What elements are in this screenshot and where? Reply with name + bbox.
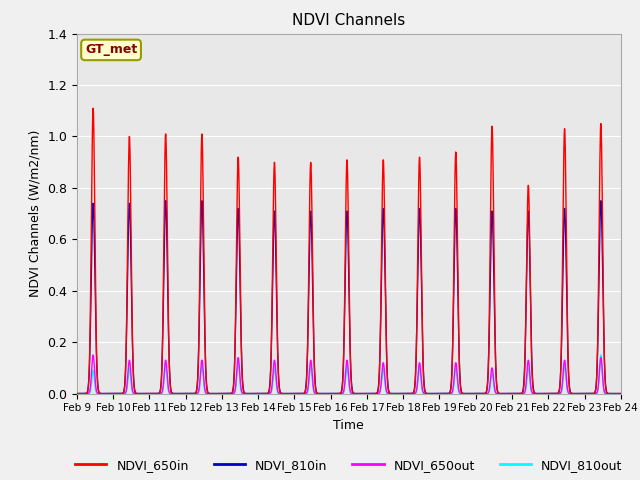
NDVI_810in xyxy=(607,391,614,396)
NDVI_650in xyxy=(282,391,289,396)
Legend: NDVI_650in, NDVI_810in, NDVI_650out, NDVI_810out: NDVI_650in, NDVI_810in, NDVI_650out, NDV… xyxy=(70,454,628,477)
Line: NDVI_650out: NDVI_650out xyxy=(77,355,621,394)
NDVI_810out xyxy=(548,391,556,396)
NDVI_650out xyxy=(168,391,175,396)
NDVI_650out xyxy=(73,391,81,396)
NDVI_810in xyxy=(135,391,143,396)
NDVI_650in xyxy=(168,389,175,395)
NDVI_650in xyxy=(73,391,81,396)
NDVI_810out xyxy=(167,391,175,396)
X-axis label: Time: Time xyxy=(333,419,364,432)
NDVI_650out xyxy=(282,391,289,396)
NDVI_650out xyxy=(607,391,614,396)
NDVI_650out xyxy=(135,391,143,396)
Line: NDVI_810out: NDVI_810out xyxy=(77,355,621,394)
NDVI_650out xyxy=(548,391,556,396)
Line: NDVI_650in: NDVI_650in xyxy=(77,108,621,394)
Line: NDVI_810in: NDVI_810in xyxy=(77,201,621,394)
NDVI_650out xyxy=(305,372,313,378)
NDVI_650in xyxy=(548,391,556,396)
NDVI_650in xyxy=(305,235,313,241)
NDVI_650out xyxy=(90,352,97,358)
NDVI_810out xyxy=(597,352,605,358)
NDVI_810in xyxy=(73,391,81,396)
NDVI_810out xyxy=(305,379,313,385)
Title: NDVI Channels: NDVI Channels xyxy=(292,13,405,28)
Y-axis label: NDVI Channels (W/m2/nm): NDVI Channels (W/m2/nm) xyxy=(29,130,42,297)
NDVI_810in xyxy=(617,391,625,396)
NDVI_810out xyxy=(135,391,143,396)
NDVI_810in xyxy=(167,388,175,394)
NDVI_810in xyxy=(597,198,605,204)
NDVI_810out xyxy=(607,391,614,396)
NDVI_810in xyxy=(282,391,289,396)
NDVI_650in xyxy=(617,391,625,396)
Text: GT_met: GT_met xyxy=(85,43,137,56)
NDVI_810in xyxy=(305,271,313,277)
NDVI_650in xyxy=(607,391,614,396)
NDVI_810out xyxy=(617,391,625,396)
NDVI_650in xyxy=(90,105,97,111)
NDVI_650out xyxy=(617,391,625,396)
NDVI_810in xyxy=(548,391,556,396)
NDVI_810out xyxy=(282,391,289,396)
NDVI_650in xyxy=(135,391,143,396)
NDVI_810out xyxy=(73,391,81,396)
